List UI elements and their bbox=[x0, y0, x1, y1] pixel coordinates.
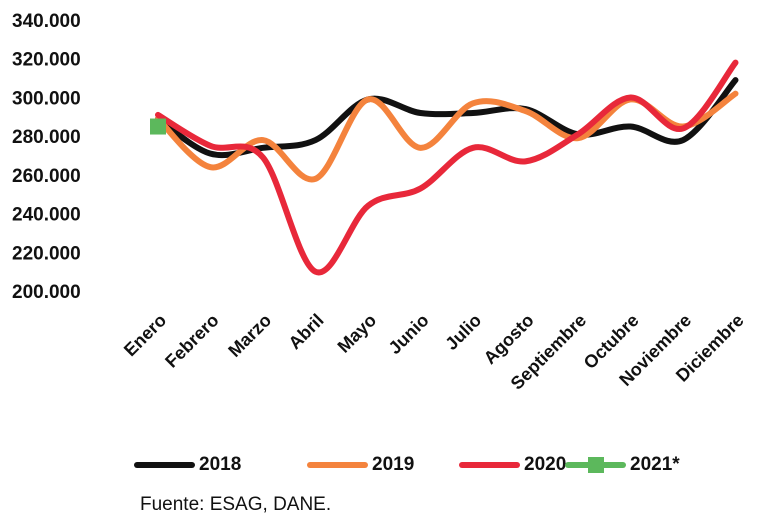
legend-label: 2018 bbox=[199, 454, 241, 475]
y-tick-label: 280.000 bbox=[12, 127, 81, 148]
x-tick-label: Abril bbox=[285, 310, 328, 353]
legend-label: 2020 bbox=[524, 454, 566, 475]
x-tick-label: Febrero bbox=[161, 310, 223, 372]
y-tick-label: 260.000 bbox=[12, 166, 81, 187]
point-marker bbox=[150, 118, 166, 135]
y-tick-label: 220.000 bbox=[12, 243, 81, 264]
series-line bbox=[155, 59, 739, 276]
y-tick-label: 300.000 bbox=[12, 88, 81, 109]
x-tick-label: Mayo bbox=[334, 310, 381, 357]
x-tick-label: Julio bbox=[441, 310, 485, 354]
legend-marker bbox=[588, 457, 604, 473]
y-tick-label: 320.000 bbox=[12, 50, 81, 71]
legend-label: 2021* bbox=[630, 454, 680, 475]
y-tick-label: 340.000 bbox=[12, 11, 81, 32]
x-tick-label: Junio bbox=[385, 310, 433, 358]
x-tick-label: Marzo bbox=[224, 310, 275, 361]
legend-label: 2019 bbox=[372, 454, 414, 475]
x-tick-label: Enero bbox=[120, 310, 170, 360]
source-note: Fuente: ESAG, DANE. bbox=[140, 494, 331, 515]
y-tick-label: 240.000 bbox=[12, 205, 81, 226]
y-tick-label: 200.000 bbox=[12, 282, 81, 303]
